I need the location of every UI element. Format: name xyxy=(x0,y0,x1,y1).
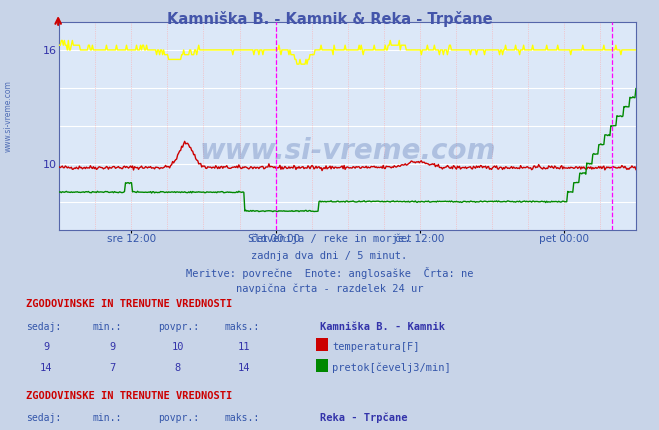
Text: 9: 9 xyxy=(109,342,115,353)
Text: min.:: min.: xyxy=(92,322,122,332)
Text: Meritve: povrečne  Enote: anglosaške  Črta: ne: Meritve: povrečne Enote: anglosaške Črta… xyxy=(186,267,473,279)
Text: Kamniška B. - Kamnik: Kamniška B. - Kamnik xyxy=(320,322,445,332)
Text: 14: 14 xyxy=(40,363,52,373)
Text: 8: 8 xyxy=(175,363,181,373)
Text: 10: 10 xyxy=(172,342,184,353)
Text: Slovenija / reke in morje.: Slovenija / reke in morje. xyxy=(248,234,411,244)
Text: 11: 11 xyxy=(238,342,250,353)
Text: povpr.:: povpr.: xyxy=(158,322,199,332)
Text: 14: 14 xyxy=(238,363,250,373)
Text: ZGODOVINSKE IN TRENUTNE VREDNOSTI: ZGODOVINSKE IN TRENUTNE VREDNOSTI xyxy=(26,299,233,310)
Text: ZGODOVINSKE IN TRENUTNE VREDNOSTI: ZGODOVINSKE IN TRENUTNE VREDNOSTI xyxy=(26,391,233,401)
Text: www.si-vreme.com: www.si-vreme.com xyxy=(4,80,13,152)
Text: Kamniška B. - Kamnik & Reka - Trpčane: Kamniška B. - Kamnik & Reka - Trpčane xyxy=(167,11,492,27)
Text: navpična črta - razdelek 24 ur: navpična črta - razdelek 24 ur xyxy=(236,283,423,294)
Text: sedaj:: sedaj: xyxy=(26,322,61,332)
Text: povpr.:: povpr.: xyxy=(158,413,199,424)
Text: sedaj:: sedaj: xyxy=(26,413,61,424)
Text: maks.:: maks.: xyxy=(224,413,259,424)
Text: 9: 9 xyxy=(43,342,49,353)
Text: www.si-vreme.com: www.si-vreme.com xyxy=(200,137,496,165)
Text: Reka - Trpčane: Reka - Trpčane xyxy=(320,413,407,424)
Text: pretok[čevelj3/min]: pretok[čevelj3/min] xyxy=(332,362,451,373)
Text: 7: 7 xyxy=(109,363,115,373)
Text: min.:: min.: xyxy=(92,413,122,424)
Text: temperatura[F]: temperatura[F] xyxy=(332,342,420,352)
Text: zadnja dva dni / 5 minut.: zadnja dva dni / 5 minut. xyxy=(251,251,408,261)
Text: maks.:: maks.: xyxy=(224,322,259,332)
